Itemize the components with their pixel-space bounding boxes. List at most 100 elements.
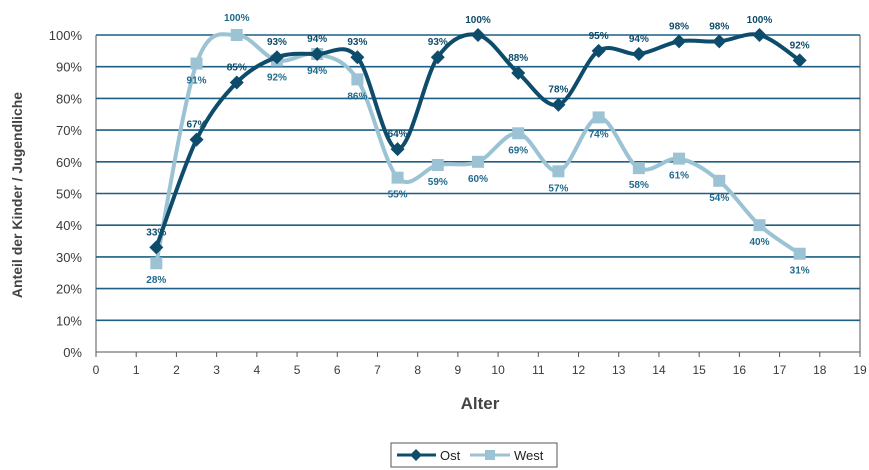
data-label-west: 94%	[307, 66, 327, 77]
data-label-ost: 64%	[388, 129, 408, 140]
data-label-ost: 93%	[267, 37, 287, 48]
data-point-ost	[631, 47, 646, 62]
data-point-west	[391, 171, 404, 184]
y-axis-label: Anteil der Kinder / Jugendliche	[9, 92, 25, 298]
x-tick-label: 16	[733, 363, 747, 377]
data-label-west: 60%	[468, 174, 488, 185]
data-label-ost: 95%	[589, 31, 609, 42]
data-label-west: 69%	[508, 145, 528, 156]
legend-west-marker	[485, 450, 495, 460]
x-tick-label: 18	[813, 363, 827, 377]
y-tick-label: 100%	[49, 28, 83, 43]
y-tick-label: 40%	[56, 218, 82, 233]
x-tick-label: 5	[294, 363, 301, 377]
data-point-ost	[792, 53, 807, 68]
x-tick-label: 3	[213, 363, 220, 377]
x-tick-label: 2	[173, 363, 180, 377]
data-label-west: 31%	[790, 266, 810, 277]
legend-ost-label: Ost	[440, 448, 461, 463]
y-tick-label: 0%	[63, 345, 82, 360]
data-label-ost: 33%	[146, 227, 166, 238]
data-label-ost: 92%	[790, 40, 810, 51]
data-label-ost: 67%	[187, 120, 207, 131]
legend-west-label: West	[514, 448, 544, 463]
data-point-ost	[149, 240, 164, 255]
data-point-ost	[430, 50, 445, 65]
x-tick-label: 6	[334, 363, 341, 377]
x-tick-label: 8	[414, 363, 421, 377]
data-point-west	[230, 29, 243, 41]
x-tick-label: 14	[652, 363, 666, 377]
data-point-west	[632, 162, 645, 175]
data-point-ost	[350, 50, 365, 65]
data-label-west: 91%	[187, 76, 207, 87]
gridlines	[95, 34, 861, 353]
data-label-ost: 78%	[548, 85, 568, 96]
y-tick-label: 20%	[56, 282, 82, 297]
x-tick-label: 7	[374, 363, 381, 377]
y-tick-label: 50%	[56, 187, 82, 202]
data-point-west	[150, 257, 163, 270]
y-tick-label: 30%	[56, 250, 82, 265]
data-label-ost: 93%	[347, 37, 367, 48]
data-label-ost: 100%	[465, 15, 491, 26]
series-layer	[149, 28, 807, 270]
data-point-west	[713, 174, 726, 187]
x-tick-label: 17	[773, 363, 787, 377]
data-point-ost	[712, 34, 727, 49]
data-label-west: 59%	[428, 177, 448, 188]
data-label-west: 58%	[629, 180, 649, 191]
data-label-ost: 100%	[747, 15, 773, 26]
x-tick-label: 0	[93, 363, 100, 377]
data-point-west	[552, 165, 565, 178]
data-label-west: 54%	[709, 193, 729, 204]
x-tick-label: 4	[253, 363, 260, 377]
x-axis-ticks: 0 1 2 3 4 5 6 7 8 9 10 11 12 13 14 15 16 17 18 19	[93, 352, 867, 377]
data-point-west	[753, 219, 766, 232]
data-point-west	[673, 152, 686, 165]
data-point-ost	[189, 132, 204, 147]
y-tick-label: 60%	[56, 155, 82, 170]
data-point-west	[512, 127, 525, 140]
data-point-ost	[269, 50, 284, 65]
x-tick-label: 19	[853, 363, 867, 377]
legend-ost-marker	[410, 449, 422, 461]
data-point-ost	[591, 43, 606, 58]
x-tick-label: 13	[612, 363, 626, 377]
data-point-ost	[752, 28, 767, 42]
data-label-west: 86%	[347, 91, 367, 102]
data-labels: 33% 67% 85% 93% 94% 93% 64% 93% 100% 88% 78% 95% 94%…	[146, 13, 809, 286]
x-tick-label: 9	[455, 363, 462, 377]
data-label-west: 61%	[669, 171, 689, 182]
x-tick-label: 12	[572, 363, 586, 377]
data-label-ost: 85%	[227, 63, 247, 74]
data-label-west: 74%	[589, 129, 609, 140]
data-label-ost: 94%	[629, 34, 649, 45]
data-point-west	[190, 57, 203, 70]
data-label-ost: 98%	[709, 21, 729, 32]
y-tick-label: 70%	[56, 123, 82, 138]
data-point-ost	[310, 47, 325, 62]
legend: Ost West	[390, 442, 558, 468]
data-point-ost	[551, 97, 566, 112]
data-point-west	[592, 111, 605, 124]
data-label-west: 55%	[388, 190, 408, 201]
data-point-ost	[390, 142, 405, 157]
y-tick-label: 90%	[56, 60, 82, 75]
data-point-west	[351, 73, 364, 86]
data-label-ost: 93%	[428, 37, 448, 48]
data-point-ost	[672, 34, 687, 49]
data-label-west: 57%	[548, 183, 568, 194]
data-label-west: 28%	[146, 275, 166, 286]
x-tick-label: 15	[692, 363, 706, 377]
data-label-west: 100%	[224, 13, 250, 24]
data-point-west	[472, 155, 484, 168]
x-axis-label: Alter	[461, 394, 500, 413]
data-point-ost	[511, 66, 526, 81]
y-tick-label: 80%	[56, 91, 82, 106]
x-tick-label: 1	[133, 363, 140, 377]
data-label-ost: 88%	[508, 53, 528, 64]
y-axis-ticks: 0% 10% 20% 30% 40% 50% 60% 70% 80% 90% 100%	[49, 28, 83, 360]
x-tick-label: 10	[491, 363, 505, 377]
